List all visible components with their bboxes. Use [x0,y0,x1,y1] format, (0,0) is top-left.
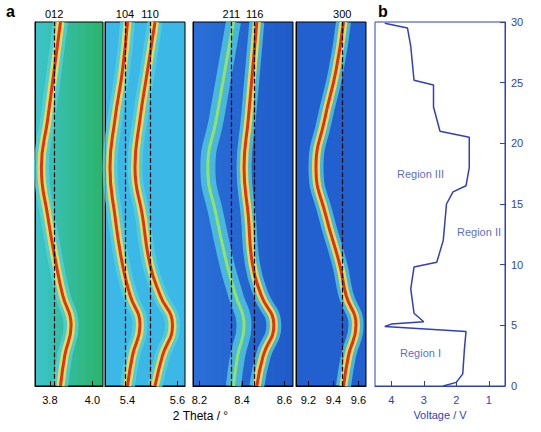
svg-text:012: 012 [45,8,63,20]
svg-text:4: 4 [388,394,394,406]
svg-text:9.6: 9.6 [351,394,366,406]
svg-text:3.8: 3.8 [42,394,57,406]
svg-text:110: 110 [141,8,159,20]
svg-text:0: 0 [511,380,517,392]
svg-text:8.6: 8.6 [277,394,292,406]
svg-text:Voltage / V: Voltage / V [413,409,467,421]
svg-text:5: 5 [511,319,517,331]
svg-text:211: 211 [223,8,241,20]
svg-text:25: 25 [511,77,523,89]
svg-text:5.6: 5.6 [170,394,185,406]
svg-text:2: 2 [453,394,459,406]
svg-text:20: 20 [511,137,523,149]
svg-text:10: 10 [511,259,523,271]
svg-text:3: 3 [421,394,427,406]
svg-text:2 Theta / °: 2 Theta / ° [173,409,228,423]
svg-text:1: 1 [486,394,492,406]
svg-text:Region II: Region II [457,226,501,238]
svg-text:8.2: 8.2 [192,394,207,406]
svg-text:Region III: Region III [397,168,444,180]
svg-text:8.4: 8.4 [234,394,249,406]
svg-text:15: 15 [511,198,523,210]
svg-text:300: 300 [333,8,351,20]
svg-text:9.4: 9.4 [326,394,341,406]
svg-text:b: b [378,3,388,20]
svg-text:116: 116 [246,8,264,20]
svg-text:a: a [6,3,15,20]
svg-text:104: 104 [116,8,134,20]
svg-text:30: 30 [511,16,523,28]
svg-text:4.0: 4.0 [85,394,100,406]
svg-text:Region I: Region I [400,347,441,359]
svg-text:9.2: 9.2 [301,394,316,406]
svg-text:5.4: 5.4 [120,394,135,406]
